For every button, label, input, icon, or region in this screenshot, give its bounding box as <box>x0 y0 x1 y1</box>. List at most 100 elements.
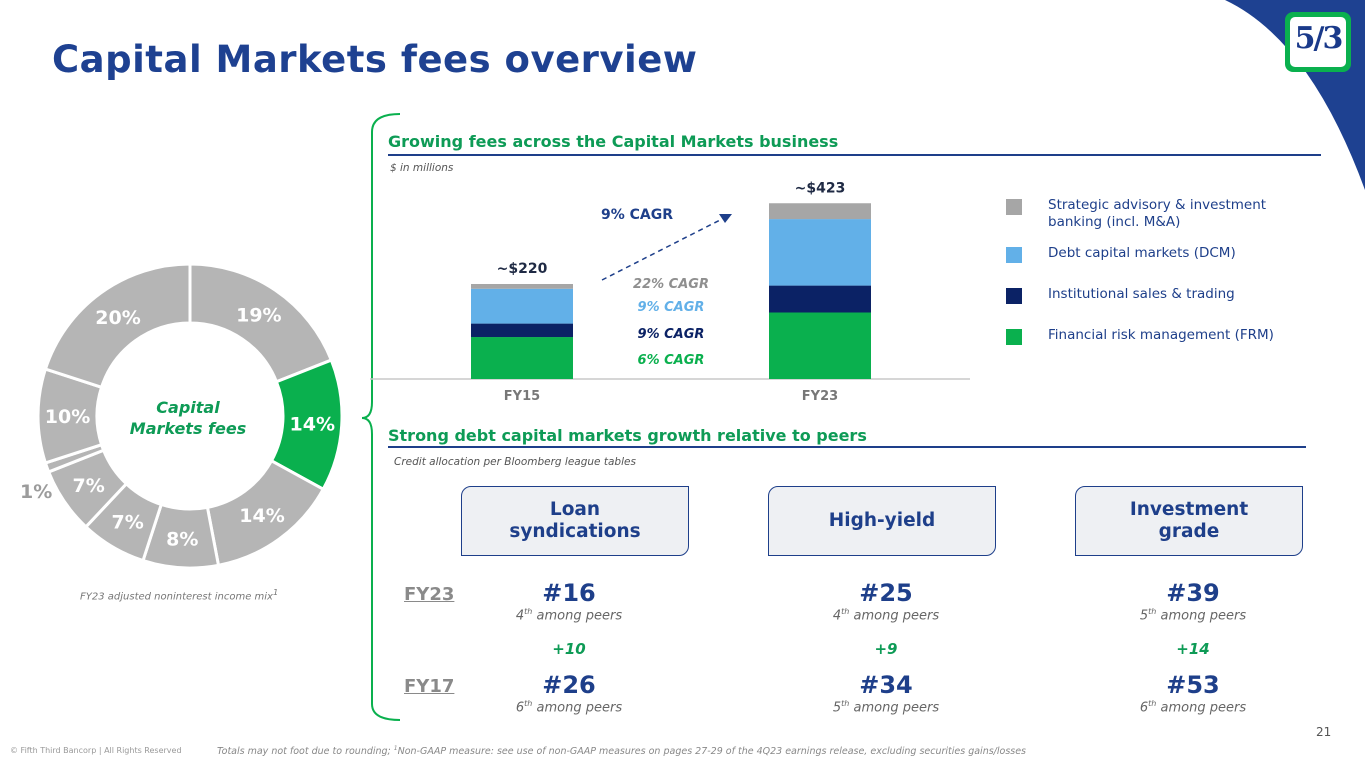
fy23-rank-loan: #16 <box>542 579 596 607</box>
cagr-arrow-head <box>719 214 732 223</box>
peer-text: among peers <box>1156 608 1247 624</box>
series-cagr-label: 6% CAGR <box>638 353 705 368</box>
peer-text: among peers <box>1156 700 1247 716</box>
donut-segment-label: 8% <box>166 528 198 550</box>
peer-suffix: th <box>841 699 850 708</box>
delta-loan: +10 <box>552 640 586 658</box>
peer-box-loan-syndications: Loan syndications <box>461 486 689 556</box>
legend-item: Debt capital markets (DCM) <box>1006 245 1288 263</box>
peer-text: among peers <box>532 700 623 716</box>
series-cagr-label: 22% CAGR <box>633 277 709 292</box>
bar-segment <box>471 288 573 324</box>
overall-cagr-label: 9% CAGR <box>601 207 673 223</box>
fy17-rank-high-yield: #34 <box>859 671 913 699</box>
fy17-peers-loan: 6th among peers <box>469 699 669 715</box>
copyright: © Fifth Third Bancorp | All Rights Reser… <box>10 746 182 755</box>
bar-segment <box>471 337 573 379</box>
donut-center-line2: Markets fees <box>129 419 247 438</box>
footnote-sup: 1 <box>393 745 398 752</box>
cagr-arrow-line <box>601 217 725 281</box>
unit-note: $ in millions <box>390 162 454 174</box>
fy17-peers-investment-grade: 6th among peers <box>1093 699 1293 715</box>
bar-segment <box>769 312 871 379</box>
donut-segment-label: 20% <box>95 307 140 329</box>
fy23-peers-loan: 4th among peers <box>469 607 669 623</box>
donut-segment-label: 7% <box>112 511 144 533</box>
donut-caption: FY23 adjusted noninterest income mix1 <box>80 587 278 602</box>
legend-label: Financial risk management (FRM) <box>1048 327 1274 343</box>
peer-num: 6 <box>515 700 525 716</box>
section-bracket <box>361 113 401 721</box>
series-cagr-label: 9% CAGR <box>638 327 705 342</box>
peer-box-label: Loan syndications <box>509 499 641 542</box>
legend-item: Institutional sales & trading <box>1006 286 1288 304</box>
fees-bar-chart: FY15 ~$220 FY23 ~$423 6% CAGR 9% CAGR 9% CAGR 2… <box>370 180 970 404</box>
donut-label-1pct: 1% <box>20 481 53 503</box>
legend-swatch <box>1006 199 1022 215</box>
donut-caption-text: FY23 adjusted noninterest income mix <box>80 591 273 603</box>
fy23-rank-high-yield: #25 <box>859 579 913 607</box>
peer-suffix: th <box>524 607 533 616</box>
donut-center-label: Capital Markets fees <box>118 397 258 439</box>
delta-high-yield: +9 <box>874 640 898 658</box>
bar-segment <box>471 323 573 338</box>
donut-segment-label: 10% <box>45 406 90 428</box>
legend-swatch <box>1006 247 1022 263</box>
peer-num: 4 <box>832 608 842 624</box>
peers-section-rule <box>388 446 1306 448</box>
peer-box-label: Investment grade <box>1129 499 1249 542</box>
donut-caption-sup: 1 <box>272 587 279 597</box>
peer-text: among peers <box>849 700 940 716</box>
peer-box-high-yield: High-yield <box>768 486 996 556</box>
donut-segment-label: 19% <box>236 305 281 327</box>
bar-segment <box>769 285 871 313</box>
page-number: 21 <box>1316 725 1332 739</box>
income-mix-donut: 19% 14% 14% 8% 7% 7% 10% 20% <box>36 262 344 570</box>
legend-item: Financial risk management (FRM) <box>1006 327 1288 345</box>
legend-swatch <box>1006 288 1022 304</box>
bar-total-label: ~$220 <box>497 261 548 277</box>
x-tick-label: FY15 <box>504 389 540 404</box>
peer-box-investment-grade: Investment grade <box>1075 486 1303 556</box>
page-title: Capital Markets fees overview <box>52 38 698 81</box>
fy17-rank-investment-grade: #53 <box>1166 671 1220 699</box>
footnote-pre: Totals may not foot due to rounding; <box>217 746 394 758</box>
x-tick-label: FY23 <box>802 389 838 404</box>
donut-segment-label: 7% <box>73 475 105 497</box>
fy17-rank-loan: #26 <box>542 671 596 699</box>
peer-num: 5 <box>832 700 842 716</box>
peer-suffix: th <box>841 607 850 616</box>
legend-label: Institutional sales & trading <box>1048 286 1235 302</box>
peer-suffix: th <box>524 699 533 708</box>
peer-text: among peers <box>849 608 940 624</box>
legend-label: Debt capital markets (DCM) <box>1048 245 1236 261</box>
peer-text: among peers <box>532 608 623 624</box>
legend-swatch <box>1006 329 1022 345</box>
peers-section-title: Strong debt capital markets growth relat… <box>388 426 867 445</box>
peer-suffix: th <box>1148 607 1157 616</box>
peer-num: 5 <box>1139 608 1149 624</box>
growth-section-title: Growing fees across the Capital Markets … <box>388 132 839 151</box>
donut-segment <box>43 262 192 390</box>
fifth-third-logo: 5/3 <box>1285 12 1351 72</box>
series-cagr-label: 9% CAGR <box>638 300 705 315</box>
footnote: Totals may not foot due to rounding; 1No… <box>217 745 1026 757</box>
legend-label: Strategic advisory & investment banking … <box>1048 197 1267 230</box>
peer-suffix: th <box>1148 699 1157 708</box>
delta-investment-grade: +14 <box>1176 640 1210 658</box>
growth-section-rule <box>388 154 1321 156</box>
donut-segment-label: 14% <box>239 505 284 527</box>
bar-segment <box>471 284 573 289</box>
footnote-post: Non-GAAP measure: see use of non-GAAP me… <box>397 746 1027 758</box>
fy23-peers-investment-grade: 5th among peers <box>1093 607 1293 623</box>
peers-note: Credit allocation per Bloomberg league t… <box>394 456 636 468</box>
donut-center-line1: Capital <box>156 398 220 417</box>
logo-text: 5/3 <box>1294 21 1344 56</box>
fy23-peers-high-yield: 4th among peers <box>786 607 986 623</box>
bar-segment <box>769 219 871 286</box>
bar-segment <box>769 203 871 220</box>
fy17-peers-high-yield: 5th among peers <box>786 699 986 715</box>
donut-segment-label: 14% <box>290 414 335 436</box>
peer-num: 4 <box>515 608 525 624</box>
peer-num: 6 <box>1139 700 1149 716</box>
